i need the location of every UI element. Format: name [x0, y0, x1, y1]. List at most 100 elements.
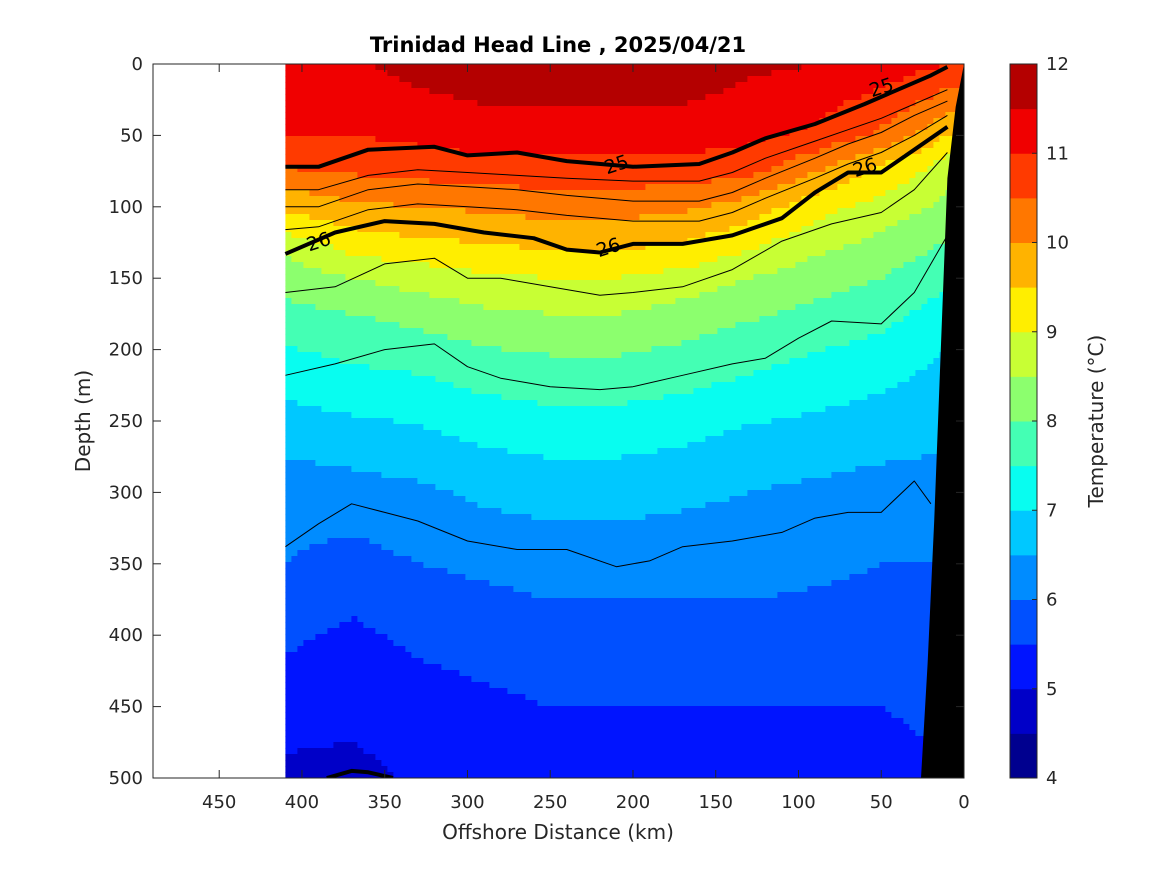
temperature-cell [363, 94, 371, 101]
temperature-cell [909, 118, 917, 125]
temperature-cell [363, 106, 371, 113]
temperature-cell [435, 130, 443, 137]
temperature-cell [315, 160, 323, 167]
temperature-cell [597, 124, 605, 131]
temperature-cell [579, 82, 587, 89]
temperature-cell [381, 244, 389, 251]
temperature-cell [321, 268, 329, 275]
temperature-cell [375, 70, 383, 77]
temperature-cell [699, 310, 707, 317]
temperature-cell [891, 190, 899, 197]
temperature-cell [471, 232, 479, 239]
temperature-cell [801, 160, 809, 167]
temperature-cell [675, 220, 683, 227]
temperature-cell [471, 70, 479, 77]
temperature-cell [597, 178, 605, 185]
temperature-cell [939, 142, 947, 149]
temperature-cell [825, 214, 833, 221]
temperature-cell [489, 166, 497, 173]
temperature-cell [369, 208, 377, 215]
temperature-cell [357, 268, 365, 275]
temperature-cell [843, 214, 851, 221]
temperature-cell [357, 100, 365, 107]
temperature-cell [717, 166, 725, 173]
temperature-cell [669, 208, 677, 215]
temperature-cell [783, 298, 791, 305]
temperature-cell [381, 322, 389, 329]
temperature-cell [363, 190, 371, 197]
temperature-cell [921, 202, 929, 209]
temperature-cell [897, 322, 905, 329]
temperature-cell [615, 262, 623, 269]
temperature-cell [813, 142, 821, 149]
temperature-cell [819, 316, 827, 323]
temperature-cell [435, 82, 443, 89]
temperature-cell [909, 238, 917, 245]
temperature-cell [357, 316, 365, 323]
temperature-cell [501, 136, 509, 143]
temperature-cell [933, 124, 941, 131]
temperature-cell [303, 298, 311, 305]
temperature-cell [633, 328, 641, 335]
temperature-cell [771, 82, 779, 89]
temperature-cell [507, 190, 515, 197]
temperature-cell [501, 286, 509, 293]
temperature-cell [309, 304, 317, 311]
temperature-cell [387, 76, 395, 83]
temperature-cell [411, 244, 419, 251]
temperature-cell [489, 94, 497, 101]
temperature-cell [861, 88, 869, 95]
temperature-cell [321, 286, 329, 293]
temperature-cell [789, 106, 797, 113]
temperature-cell [933, 196, 941, 203]
temperature-cell [363, 256, 371, 263]
temperature-cell [309, 214, 317, 221]
temperature-cell [693, 262, 701, 269]
temperature-cell [405, 322, 413, 329]
temperature-cell [753, 94, 761, 101]
temperature-cell [387, 328, 395, 335]
temperature-cell [429, 250, 437, 257]
temperature-cell [483, 226, 491, 233]
temperature-cell [513, 238, 521, 245]
temperature-cell [483, 298, 491, 305]
temperature-cell [747, 328, 755, 335]
temperature-cell [603, 202, 611, 209]
temperature-cell [525, 328, 533, 335]
temperature-cell [369, 274, 377, 281]
temperature-cell [813, 100, 821, 107]
temperature-cell [543, 274, 551, 281]
temperature-cell [723, 202, 731, 209]
temperature-cell [933, 112, 941, 119]
temperature-cell [669, 82, 677, 89]
temperature-cell [831, 124, 839, 131]
temperature-cell [363, 64, 371, 71]
temperature-cell [333, 88, 341, 95]
temperature-cell [363, 196, 371, 203]
temperature-cell [627, 130, 635, 137]
temperature-cell [315, 292, 323, 299]
temperature-cell [843, 142, 851, 149]
temperature-cell [657, 226, 665, 233]
temperature-cell [891, 244, 899, 251]
temperature-cell [789, 202, 797, 209]
temperature-cell [483, 280, 491, 287]
temperature-cell [309, 106, 317, 113]
temperature-cell [603, 328, 611, 335]
temperature-cell [363, 268, 371, 275]
temperature-cell [747, 190, 755, 197]
temperature-cell [435, 268, 443, 275]
temperature-cell [729, 142, 737, 149]
temperature-cell [531, 286, 539, 293]
temperature-cell [333, 244, 341, 251]
temperature-cell [765, 130, 773, 137]
temperature-cell [471, 328, 479, 335]
temperature-cell [651, 214, 659, 221]
temperature-cell [441, 274, 449, 281]
temperature-cell [489, 328, 497, 335]
temperature-cell [489, 280, 497, 287]
temperature-cell [933, 148, 941, 155]
temperature-cell [909, 310, 917, 317]
temperature-cell [333, 142, 341, 149]
temperature-cell [393, 244, 401, 251]
